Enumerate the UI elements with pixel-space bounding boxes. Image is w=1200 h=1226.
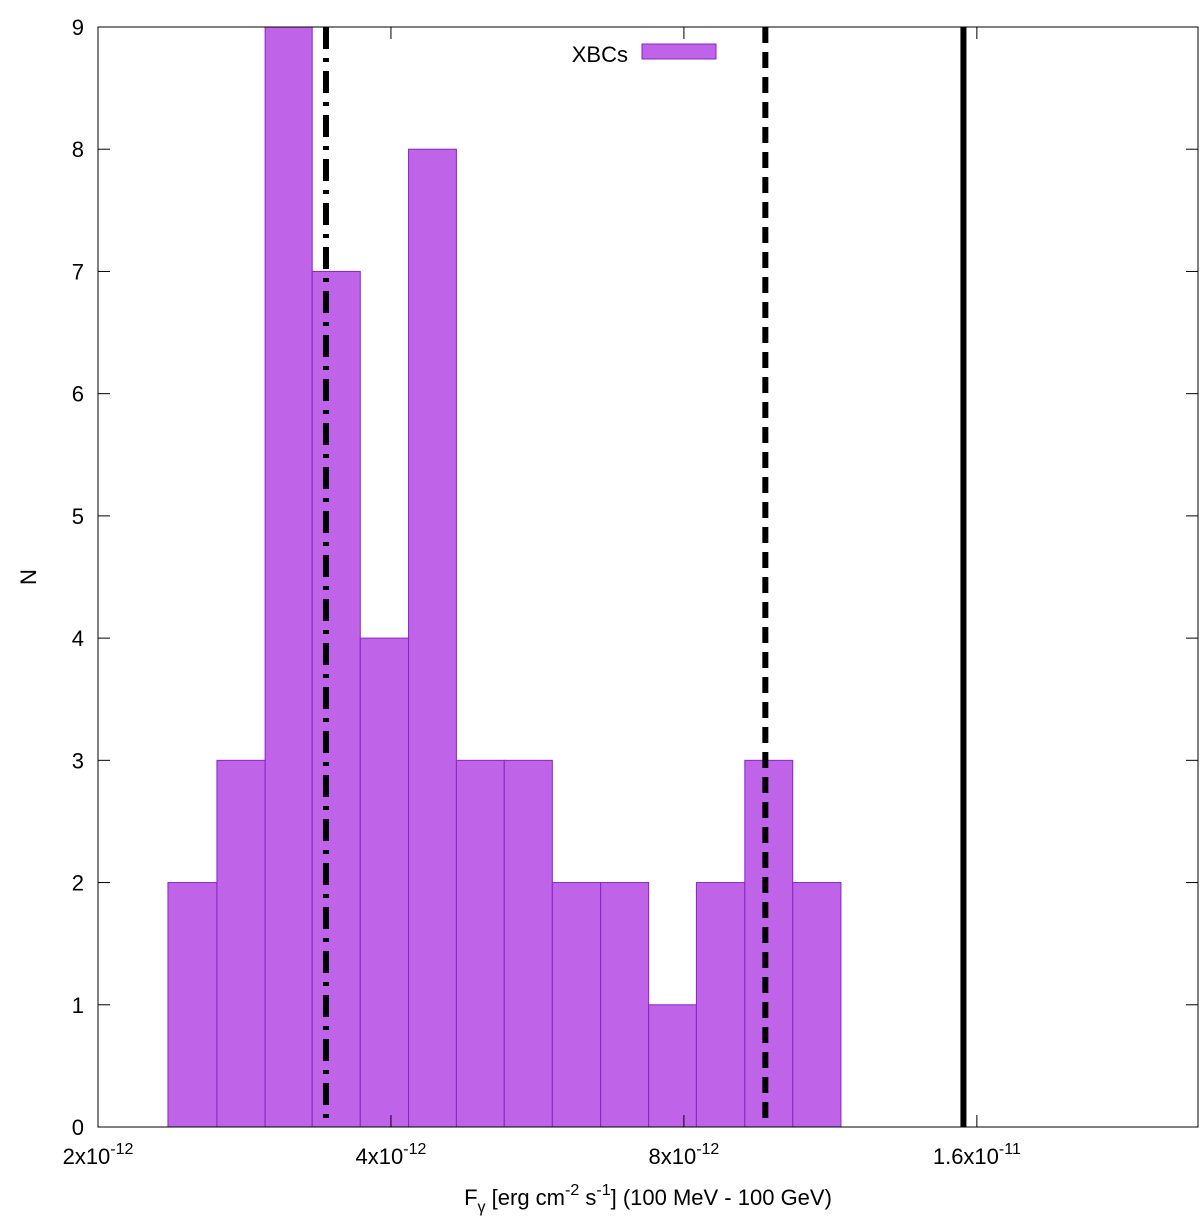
y-tick-label-6: 6 [72,382,84,407]
y-tick-label-9: 9 [72,15,84,40]
x-tick-label-2: 8x10-12 [648,1141,719,1169]
y-tick-label-4: 4 [72,626,84,651]
histogram-bar-6 [408,148,457,1128]
legend-label: XBCs [572,42,628,67]
histogram-bar-4 [311,270,361,1128]
histogram-bar-2 [216,759,266,1128]
histogram-bar-8 [503,759,553,1128]
axis-ticks [97,26,1198,1128]
histogram-bars [167,26,842,1128]
x-tick-label-0: 2x10-12 [63,1141,134,1169]
y-tick-labels: 0 1 2 3 4 5 6 7 8 9 [72,15,84,1140]
legend: XBCs [572,42,717,67]
y-tick-label-7: 7 [72,259,84,284]
legend-swatch [641,43,717,60]
y-tick-label-5: 5 [72,504,84,529]
y-tick-label-2: 2 [72,871,84,896]
x-axis-title: Fγ [erg cm-2 s-1] (100 MeV - 100 GeV) [464,1182,832,1216]
histogram-bar-11 [648,1004,697,1128]
histogram-bar-3 [264,26,313,1128]
histogram-bar-10 [600,882,650,1128]
histogram-bar-5 [359,637,410,1128]
plot-frame [97,26,1199,1128]
histogram-bar-9 [551,882,602,1128]
histogram-bar-14 [792,882,842,1128]
y-axis-title: N [16,569,41,585]
histogram-bar-13 [744,759,794,1128]
y-tick-label-8: 8 [72,137,84,162]
histogram-bar-12 [695,882,746,1128]
histogram-bar-7 [455,759,505,1128]
x-tick-labels: 2x10-12 4x10-12 8x10-12 1.6x10-11 [63,1141,1021,1169]
y-tick-label-3: 3 [72,748,84,773]
x-tick-label-1: 4x10-12 [356,1141,427,1169]
reference-lines [322,27,967,1127]
histogram-bar-1 [167,882,218,1128]
x-tick-label-3: 1.6x10-11 [933,1141,1021,1169]
y-tick-label-1: 1 [72,993,84,1018]
y-tick-label-0: 0 [72,1115,84,1140]
